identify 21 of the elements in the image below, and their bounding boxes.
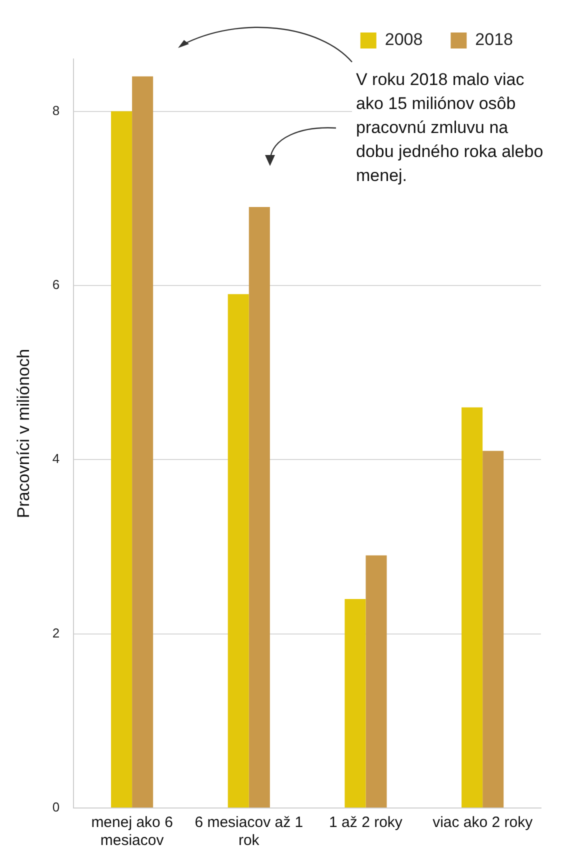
annotation: V roku 2018 malo viac ako 15 miliónov osôb pracovnú zmluvu na dobu jedného roka alebo menej.: [356, 69, 544, 187]
y-tick-label: 4: [52, 451, 60, 466]
legend-label: 2018: [475, 30, 514, 50]
x-tick-label: menej ako 6 mesiacov: [91, 814, 173, 850]
x-tick-label: viac ako 2 roky: [432, 814, 534, 832]
bar: [462, 407, 483, 808]
bar: [344, 598, 366, 808]
y-tick-label: 6: [52, 277, 60, 292]
y-axis-title: Pracovníci v miliónoch: [14, 348, 33, 518]
bar: [366, 555, 387, 808]
bar: [482, 450, 504, 808]
bar: [228, 294, 249, 808]
y-tick-label: 0: [52, 800, 60, 815]
bar: [248, 207, 270, 808]
bar: [111, 111, 132, 808]
bar: [132, 76, 154, 808]
y-tick-label: 2: [52, 625, 60, 640]
x-tick-label: 6 mesiacov až 1 rok: [194, 814, 304, 850]
y-tick-label: 8: [52, 102, 60, 118]
legend-label: 2008: [384, 30, 423, 50]
x-tick-label: 1 až 2 roky: [329, 814, 403, 832]
